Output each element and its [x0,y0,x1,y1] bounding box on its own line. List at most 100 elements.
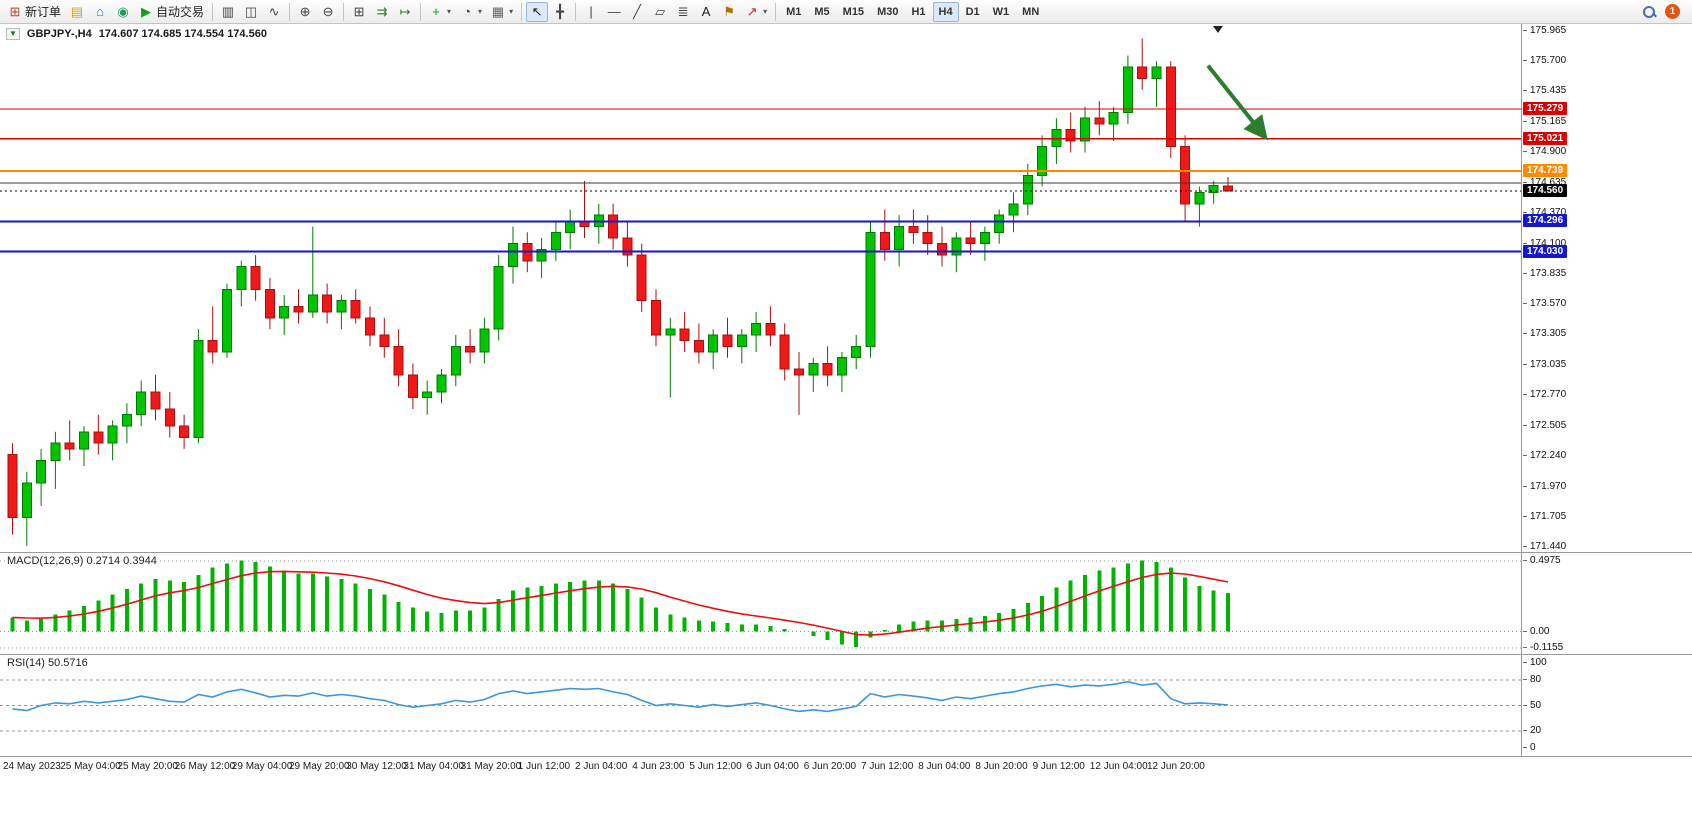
time-axis-label: 5 Jun 12:00 [689,761,742,772]
price-axis-label: 173.570 [1522,298,1567,310]
crosshair-button[interactable]: ╋ [549,2,571,22]
navigator-icon: ⌂ [96,4,104,19]
zoom-in-button[interactable]: ⊕ [294,2,316,22]
macd-axis-label: 0.00 [1522,625,1550,637]
toolbar-separator [521,2,523,21]
toolbar-separator [212,2,214,21]
price-axis-label: 171.970 [1522,480,1567,492]
chart-shift-marker[interactable] [1213,26,1223,33]
app: ⊞ 新订单 ▤ ⌂ ◉ ▶ 自动交易 ▥ ◫ ∿ ⊕ ⊖ ⊞ ⇉ ↦ + ▾ ◔ ▾ ▦ ▾ ↖ ╋ | — ╱ ▱ ≣ A ⚑ ↗ ▾ M1 M… [0,0,1692,775]
rsi-canvas[interactable] [0,655,1521,756]
time-axis-label: 4 Jun 23:00 [632,761,685,772]
toolbar-right: 1 [1642,4,1688,19]
line-chart-button[interactable]: ∿ [263,2,285,22]
timeframe-m15[interactable]: M15 [842,5,865,18]
price-axis-label: 175.435 [1522,85,1567,97]
candlestick-chart-button[interactable]: ◫ [240,2,262,22]
indicators-icon: + [432,4,440,19]
autotrade-button[interactable]: ▶ 自动交易 [135,2,208,22]
zoom-out-button[interactable]: ⊖ [317,2,339,22]
notification-badge[interactable]: 1 [1665,4,1680,19]
macd-label: MACD(12,26,9) 0.2714 0.3944 [5,555,159,567]
price-axis-label: 175.700 [1522,55,1567,67]
bar-chart-button[interactable]: ▥ [217,2,239,22]
caret-down-icon: ▾ [447,7,452,16]
candlestick-icon: ◫ [244,4,258,19]
fibonacci-button[interactable]: ≣ [672,2,694,22]
price-axis-label: 171.705 [1522,510,1567,522]
rsi-label: RSI(14) 50.5716 [5,657,90,669]
templates-button[interactable]: ▦ ▾ [487,2,517,22]
price-axis-label: 172.505 [1522,419,1567,431]
time-axis-label: 26 May 12:00 [174,761,236,772]
main-chart-canvas[interactable] [0,24,1521,552]
time-axis[interactable]: 24 May 2023 25 May 04:00 25 May 20:00 26 Ma… [0,757,1692,775]
toolbar: ⊞ 新订单 ▤ ⌂ ◉ ▶ 自动交易 ▥ ◫ ∿ ⊕ ⊖ ⊞ ⇉ ↦ + ▾ ◔ ▾ ▦ ▾ ↖ ╋ | — ╱ ▱ ≣ A ⚑ ↗ ▾ M1 M… [0,0,1692,24]
channel-button[interactable]: ▱ [649,2,671,22]
line-chart-icon: ∿ [268,4,280,19]
time-axis-label: 24 May 2023 [3,761,61,772]
periods-button[interactable]: ◔ ▾ [456,2,486,22]
main-pane: 175.965 175.700 175.435 175.165 174.900 174.6… [0,24,1692,553]
macd-pane: 0.4975 0.00 -0.1155 MACD(12,26,9) 0.2714 0… [0,553,1692,655]
tile-windows-button[interactable]: ⊞ [348,2,370,22]
price-tag: 174.296 [1523,214,1568,228]
trendline-button[interactable]: ╱ [626,2,648,22]
toolbar-separator [420,2,422,21]
channel-icon: ▱ [655,4,666,19]
timeframe-w1[interactable]: W1 [992,5,1010,18]
time-axis-label: 1 Jun 12:00 [517,761,571,772]
text-icon: A [701,4,711,19]
chart-menu-icon[interactable]: ▼ [6,28,20,40]
periods-icon: ◔ [463,4,471,19]
toolbar-separator [343,2,345,21]
price-axis-label: 173.035 [1522,359,1567,371]
rsi-axis[interactable]: 100 80 50 20 0 [1521,655,1692,756]
timeframe-mn[interactable]: MN [1022,5,1040,18]
vertical-line-button[interactable]: | [580,2,602,22]
macd-axis[interactable]: 0.4975 0.00 -0.1155 [1521,553,1692,654]
market-watch-icon: ▤ [70,4,84,19]
time-axis-label: 31 May 04:00 [403,761,464,772]
market-watch-button[interactable]: ▤ [66,2,88,22]
price-axis-label: 174.100 [1522,237,1567,249]
macd-canvas[interactable] [0,553,1521,654]
text-button[interactable]: A [695,2,717,22]
timeframe-m1[interactable]: M1 [786,5,802,18]
zoom-in-icon: ⊕ [299,4,311,19]
timeframe-m30[interactable]: M30 [877,5,899,18]
tile-windows-icon: ⊞ [353,4,365,19]
macd-axis-label: 0.4975 [1523,555,1561,566]
chart-shift-button[interactable]: ↦ [394,2,416,22]
price-axis-label: 173.835 [1522,267,1567,279]
time-axis-label: 30 May 12:00 [346,761,407,772]
price-tag: 174.739 [1523,163,1568,177]
auto-scroll-icon: ⇉ [376,4,388,19]
horizontal-line-button[interactable]: — [603,2,625,22]
rsi-axis-label: 20 [1522,725,1542,736]
arrows-button[interactable]: ↗ ▾ [741,2,771,22]
timeframe-d1[interactable]: D1 [965,5,980,18]
new-order-button-label: 新订单 [25,5,62,19]
timeframe-h4[interactable]: H4 [932,1,959,22]
navigator-button[interactable]: ⌂ [89,2,111,22]
new-order-button[interactable]: ⊞ 新订单 [4,2,65,22]
time-axis-label: 6 Jun 20:00 [803,761,857,772]
indicators-button[interactable]: + ▾ [425,2,455,22]
time-axis-label: 25 May 04:00 [60,761,121,772]
toolbar-separator [575,2,577,21]
terminal-button[interactable]: ◉ [112,2,134,22]
search-icon[interactable] [1642,5,1656,19]
cursor-button[interactable]: ↖ [526,1,549,22]
text-label-button[interactable]: ⚑ [718,2,740,22]
arrow-annotation[interactable] [1206,64,1268,141]
autotrade-icon: ▶ [141,4,152,19]
timeframe-h1[interactable]: H1 [911,5,926,18]
candle-wicks [12,38,1229,546]
auto-scroll-button[interactable]: ⇉ [371,2,393,22]
main-price-axis[interactable]: 175.965 175.700 175.435 175.165 174.900 174.6… [1521,24,1692,552]
macd-histogram [10,560,1230,648]
autotrade-button-label: 自动交易 [156,5,205,19]
price-tag: 175.021 [1523,131,1568,145]
timeframe-m5[interactable]: M5 [814,5,830,18]
